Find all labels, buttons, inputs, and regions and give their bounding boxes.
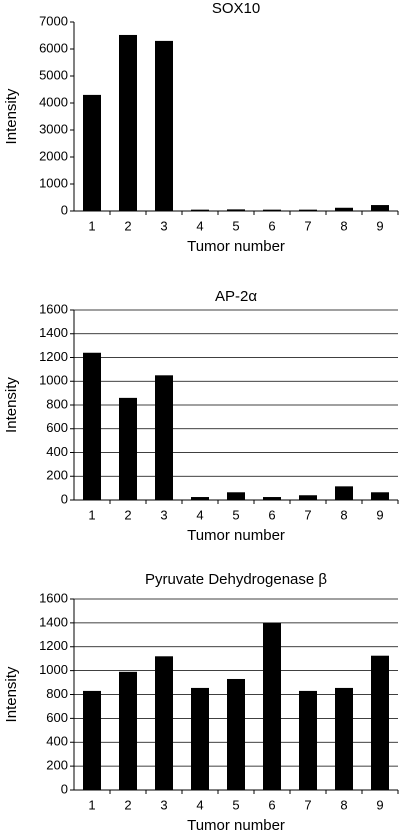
y-tick-label: 6000 — [39, 40, 68, 55]
bar — [227, 209, 245, 211]
x-axis-label: Tumor number — [187, 817, 285, 834]
chart-title: AP-2α — [215, 288, 257, 305]
bar — [191, 687, 209, 790]
bar — [191, 209, 209, 211]
x-tick-label: 8 — [340, 797, 347, 812]
x-tick-label: 3 — [160, 797, 167, 812]
x-tick-label: 3 — [160, 218, 167, 233]
y-tick-label: 0 — [61, 202, 68, 217]
x-tick-label: 9 — [376, 797, 383, 812]
bar — [263, 622, 281, 790]
y-tick-label: 7000 — [39, 13, 68, 28]
x-tick-label: 6 — [268, 218, 275, 233]
x-tick-label: 5 — [232, 797, 239, 812]
y-tick-label: 800 — [46, 396, 68, 411]
x-tick-label: 6 — [268, 797, 275, 812]
x-tick-label: 2 — [124, 218, 131, 233]
x-tick-label: 2 — [124, 507, 131, 522]
x-tick-label: 4 — [196, 797, 203, 812]
bar — [83, 690, 101, 790]
bar — [119, 34, 137, 212]
bar — [119, 397, 137, 500]
bar — [155, 40, 173, 212]
y-tick-label: 200 — [46, 468, 68, 483]
x-tick-label: 1 — [88, 218, 95, 233]
bar — [335, 486, 353, 500]
y-tick-label: 600 — [46, 710, 68, 725]
bar — [335, 207, 353, 211]
x-axis-label: Tumor number — [187, 238, 285, 255]
y-tick-label: 1200 — [39, 349, 68, 364]
y-tick-label: 600 — [46, 420, 68, 435]
y-tick-label: 200 — [46, 758, 68, 773]
x-tick-label: 6 — [268, 507, 275, 522]
x-tick-label: 5 — [232, 218, 239, 233]
x-tick-label: 1 — [88, 797, 95, 812]
y-tick-label: 1400 — [39, 325, 68, 340]
x-tick-label: 1 — [88, 507, 95, 522]
x-tick-label: 4 — [196, 218, 203, 233]
bar — [83, 352, 101, 500]
y-tick-label: 1200 — [39, 638, 68, 653]
x-tick-label: 2 — [124, 797, 131, 812]
chart-title: Pyruvate Dehydrogenase β — [145, 571, 327, 588]
x-tick-label: 7 — [304, 797, 311, 812]
y-tick-label: 1600 — [39, 301, 68, 316]
y-tick-label: 5000 — [39, 67, 68, 82]
y-tick-label: 3000 — [39, 121, 68, 136]
y-tick-label: 400 — [46, 734, 68, 749]
x-tick-label: 9 — [376, 507, 383, 522]
bar — [191, 497, 209, 500]
y-axis-label: Intensity — [3, 377, 20, 433]
y-tick-label: 0 — [61, 491, 68, 506]
bar — [263, 497, 281, 500]
y-tick-label: 0 — [61, 781, 68, 796]
x-axis-label: Tumor number — [187, 527, 285, 544]
x-tick-label: 8 — [340, 507, 347, 522]
bar — [299, 690, 317, 790]
y-tick-label: 1000 — [39, 175, 68, 190]
bar — [299, 209, 317, 211]
bar — [371, 492, 389, 500]
y-axis-label: Intensity — [3, 666, 20, 722]
bar — [227, 678, 245, 790]
y-tick-label: 2000 — [39, 148, 68, 163]
bar — [227, 492, 245, 500]
bar — [299, 495, 317, 500]
y-tick-label: 1600 — [39, 590, 68, 605]
y-tick-label: 400 — [46, 444, 68, 459]
y-tick-label: 1000 — [39, 373, 68, 388]
x-tick-label: 7 — [304, 218, 311, 233]
bar — [371, 205, 389, 211]
bar — [155, 375, 173, 500]
x-tick-label: 8 — [340, 218, 347, 233]
x-tick-label: 5 — [232, 507, 239, 522]
bar — [155, 656, 173, 790]
bar — [119, 671, 137, 790]
y-tick-label: 800 — [46, 686, 68, 701]
y-tick-label: 1400 — [39, 614, 68, 629]
y-tick-label: 1000 — [39, 662, 68, 677]
bar — [263, 209, 281, 211]
x-tick-label: 7 — [304, 507, 311, 522]
bar — [371, 655, 389, 790]
chart-title: SOX10 — [212, 0, 260, 17]
x-tick-label: 3 — [160, 507, 167, 522]
bar — [335, 687, 353, 790]
x-tick-label: 9 — [376, 218, 383, 233]
y-tick-label: 4000 — [39, 94, 68, 109]
y-axis-label: Intensity — [3, 88, 20, 144]
bar — [83, 94, 101, 211]
x-tick-label: 4 — [196, 507, 203, 522]
